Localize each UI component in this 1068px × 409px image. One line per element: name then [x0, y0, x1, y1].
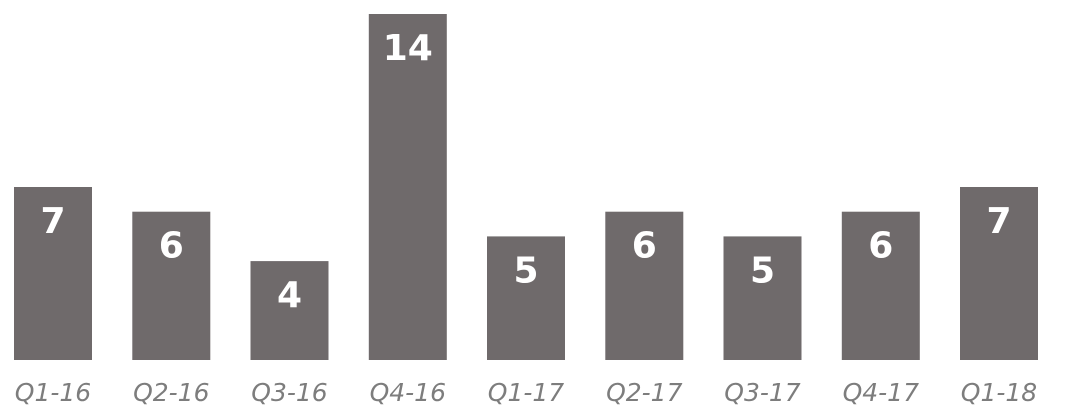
- x-tick-label: Q1-16: [15, 378, 91, 407]
- bar-Q3-16: [250, 261, 329, 360]
- bar-value-label: 14: [383, 28, 433, 69]
- bars-group: [14, 14, 1038, 360]
- bar-value-label: 6: [868, 226, 893, 267]
- bar-Q1-17: [487, 236, 565, 360]
- bar-Q1-16: [14, 187, 92, 360]
- bar-value-label: 6: [632, 226, 657, 267]
- bar-Q4-16: [368, 14, 447, 360]
- bar-Q3-17: [723, 236, 802, 360]
- x-tick-label: Q2-16: [133, 378, 209, 407]
- x-tick-label: Q1-18: [961, 378, 1037, 407]
- bar-value-label: 6: [159, 226, 184, 267]
- bar-value-label: 5: [513, 250, 538, 291]
- x-tick-label: Q3-16: [251, 378, 327, 407]
- bar-value-label: 4: [277, 275, 302, 316]
- bar-value-label: 7: [40, 201, 65, 242]
- bar-value-label: 7: [986, 201, 1011, 242]
- x-tick-label: Q4-16: [370, 378, 446, 407]
- bar-Q2-17: [605, 211, 684, 360]
- x-tick-label: Q4-17: [843, 378, 920, 407]
- bar-Q2-16: [132, 211, 211, 360]
- bar-value-labels-group: 7 6 4 14 5 6 5 6 7: [40, 28, 1011, 316]
- x-axis-tick-labels: Q1-16 Q2-16 Q3-16 Q4-16 Q1-17 Q2-17 Q3-17 Q4-17…: [15, 378, 1037, 407]
- bar-value-label: 5: [750, 250, 775, 291]
- bar-Q4-17: [841, 211, 920, 360]
- x-tick-label: Q1-17: [488, 378, 565, 407]
- x-tick-label: Q3-17: [724, 378, 801, 407]
- x-tick-label: Q2-17: [606, 378, 683, 407]
- bar-Q1-18: [960, 187, 1038, 360]
